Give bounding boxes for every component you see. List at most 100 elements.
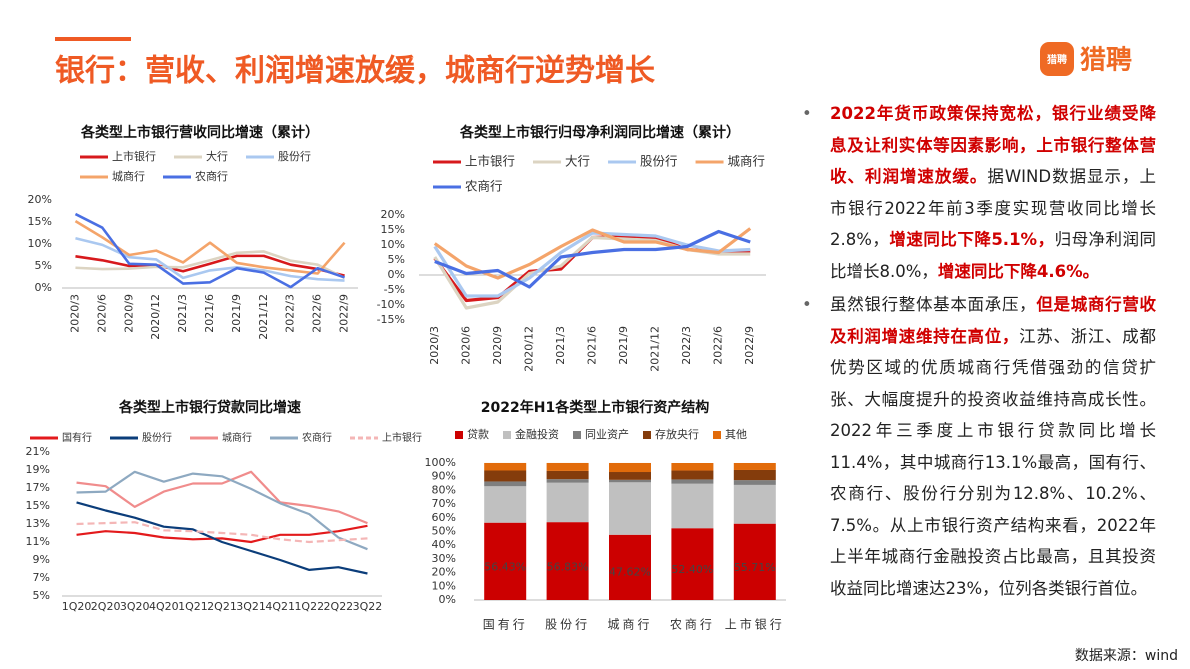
series-line bbox=[75, 250, 346, 280]
x-tick-label: 城商行 bbox=[607, 617, 652, 632]
legend-label: 大行 bbox=[206, 149, 228, 163]
x-tick-label: 2022/6 bbox=[712, 326, 725, 365]
bar-segment bbox=[609, 472, 651, 480]
legend-label: 大行 bbox=[565, 154, 590, 169]
bar-segment bbox=[546, 479, 589, 483]
legend-swatch bbox=[455, 431, 463, 439]
y-tick-label: 10% bbox=[28, 237, 52, 250]
x-tick-label: 2022/6 bbox=[311, 294, 324, 333]
bar-segment bbox=[546, 470, 589, 480]
legend-label: 上市银行 bbox=[382, 431, 422, 444]
bar-segment bbox=[733, 462, 776, 470]
y-tick-label: 11% bbox=[26, 535, 50, 548]
x-tick-label: 股份行 bbox=[545, 618, 590, 632]
bar-segment bbox=[671, 528, 714, 600]
bar-segment bbox=[609, 534, 651, 600]
source-note: 数据来源：wind bbox=[1074, 648, 1178, 664]
x-tick-label: 2021/6 bbox=[203, 294, 216, 333]
x-tick-label: 农商行 bbox=[670, 617, 715, 632]
y-tick-label: 70% bbox=[432, 497, 456, 510]
logo-text: 猎聘 bbox=[1080, 46, 1132, 76]
body-text: 归母净利润同比增长8.0%， bbox=[830, 230, 1157, 281]
bar-segment bbox=[484, 486, 527, 523]
legend-label: 贷款 bbox=[467, 427, 489, 441]
x-tick-label: 2020/9 bbox=[122, 294, 135, 333]
x-tick-label: 2020/12 bbox=[522, 326, 535, 372]
body-text: 据WIND数据显示，上市银行2022年前3季度实现营收同比增长2.8%， bbox=[830, 167, 1157, 249]
legend-label: 股份行 bbox=[142, 431, 172, 444]
highlight-text: 但是城商行营收及利润增速维持在高位， bbox=[830, 295, 1157, 346]
legend-swatch bbox=[503, 431, 511, 439]
y-tick-label: 100% bbox=[425, 456, 456, 469]
legend-label: 股份行 bbox=[640, 154, 678, 169]
x-tick-label: 2020/6 bbox=[95, 294, 108, 333]
legend-label: 城商行 bbox=[222, 431, 252, 444]
x-tick-label: 2020/3 bbox=[68, 294, 81, 333]
body-text: 江苏、浙江、成都优势区域的优质城商行凭借强劲的信贷扩张、大幅度提升的投资收益维持… bbox=[830, 326, 1157, 598]
x-tick-label: 2022/9 bbox=[743, 326, 756, 365]
x-tick-label: 2021/6 bbox=[586, 326, 599, 365]
y-tick-label: 19% bbox=[26, 463, 50, 476]
data-label: 56.43% bbox=[484, 561, 526, 574]
y-tick-label: 0% bbox=[439, 593, 456, 606]
bullet: 虽然银行整体基本面承压，但是城商行营收及利润增速维持在高位，江苏、浙江、成都优势… bbox=[800, 289, 1156, 604]
x-tick-label: 1Q21 bbox=[178, 600, 208, 613]
logo-icon-text: 猎聘 bbox=[1047, 53, 1067, 66]
y-tick-label: 5% bbox=[33, 589, 50, 602]
legend-label: 国有行 bbox=[62, 431, 92, 444]
x-tick-label: 2Q22 bbox=[324, 600, 354, 613]
legend-label: 城商行 bbox=[728, 154, 766, 169]
data-label: 55.71% bbox=[734, 561, 776, 574]
series-line bbox=[433, 235, 751, 303]
x-tick-label: 2022/3 bbox=[680, 326, 693, 365]
series-line bbox=[433, 227, 752, 280]
series-line bbox=[74, 212, 345, 289]
bar-segment bbox=[609, 482, 651, 535]
bar-segment bbox=[671, 483, 714, 529]
y-tick-label: 30% bbox=[432, 552, 456, 565]
x-tick-label: 2021/3 bbox=[176, 294, 189, 333]
highlight-text: 增速同比下降5.1%， bbox=[889, 230, 1055, 249]
y-tick-label: 10% bbox=[381, 238, 405, 251]
bar-segment bbox=[546, 522, 589, 600]
bar-segment bbox=[733, 523, 776, 600]
y-tick-label: 50% bbox=[432, 525, 456, 538]
bar-segment bbox=[733, 484, 776, 524]
legend-label: 金融投资 bbox=[515, 427, 559, 441]
y-tick-label: 10% bbox=[432, 579, 456, 592]
bar-segment bbox=[671, 479, 714, 484]
y-tick-label: 90% bbox=[432, 470, 456, 483]
x-tick-label: 3Q22 bbox=[353, 600, 383, 613]
x-tick-label: 2022/9 bbox=[338, 294, 351, 333]
y-tick-label: -10% bbox=[377, 298, 405, 311]
highlight-text: 增速同比下降4.6%。 bbox=[937, 261, 1100, 281]
legend-label: 其他 bbox=[725, 428, 747, 441]
x-tick-label: 2020/3 bbox=[428, 326, 441, 365]
x-tick-label: 2021/12 bbox=[649, 326, 662, 372]
y-tick-label: 15% bbox=[381, 223, 405, 236]
y-tick-label: 40% bbox=[432, 538, 456, 551]
x-tick-label: 2Q20 bbox=[91, 600, 121, 613]
legend-label: 上市银行 bbox=[465, 154, 515, 169]
bar-segment bbox=[484, 481, 527, 487]
x-tick-label: 2021/12 bbox=[257, 294, 270, 340]
chart-title: 2022年H1各类型上市银行资产结构 bbox=[481, 399, 709, 416]
x-tick-label: 4Q20 bbox=[149, 600, 179, 613]
legend-label: 农商行 bbox=[302, 431, 332, 444]
y-tick-label: 0% bbox=[35, 281, 52, 294]
x-tick-label: 2020/12 bbox=[149, 294, 162, 340]
x-tick-label: 2021/9 bbox=[617, 326, 630, 365]
y-tick-label: 13% bbox=[26, 517, 50, 530]
series-line bbox=[434, 229, 751, 289]
chart-title: 各类型上市银行营收同比增速（累计） bbox=[80, 124, 319, 141]
x-tick-label: 1Q20 bbox=[62, 600, 92, 613]
data-label: 47.62% bbox=[609, 566, 651, 579]
x-tick-label: 2022/3 bbox=[284, 294, 297, 333]
legend-swatch bbox=[573, 431, 581, 439]
legend-label: 农商行 bbox=[465, 179, 503, 194]
series-line bbox=[433, 231, 751, 298]
y-tick-label: 80% bbox=[432, 483, 456, 496]
x-tick-label: 2021/3 bbox=[554, 326, 567, 365]
bar-segment bbox=[484, 522, 527, 600]
